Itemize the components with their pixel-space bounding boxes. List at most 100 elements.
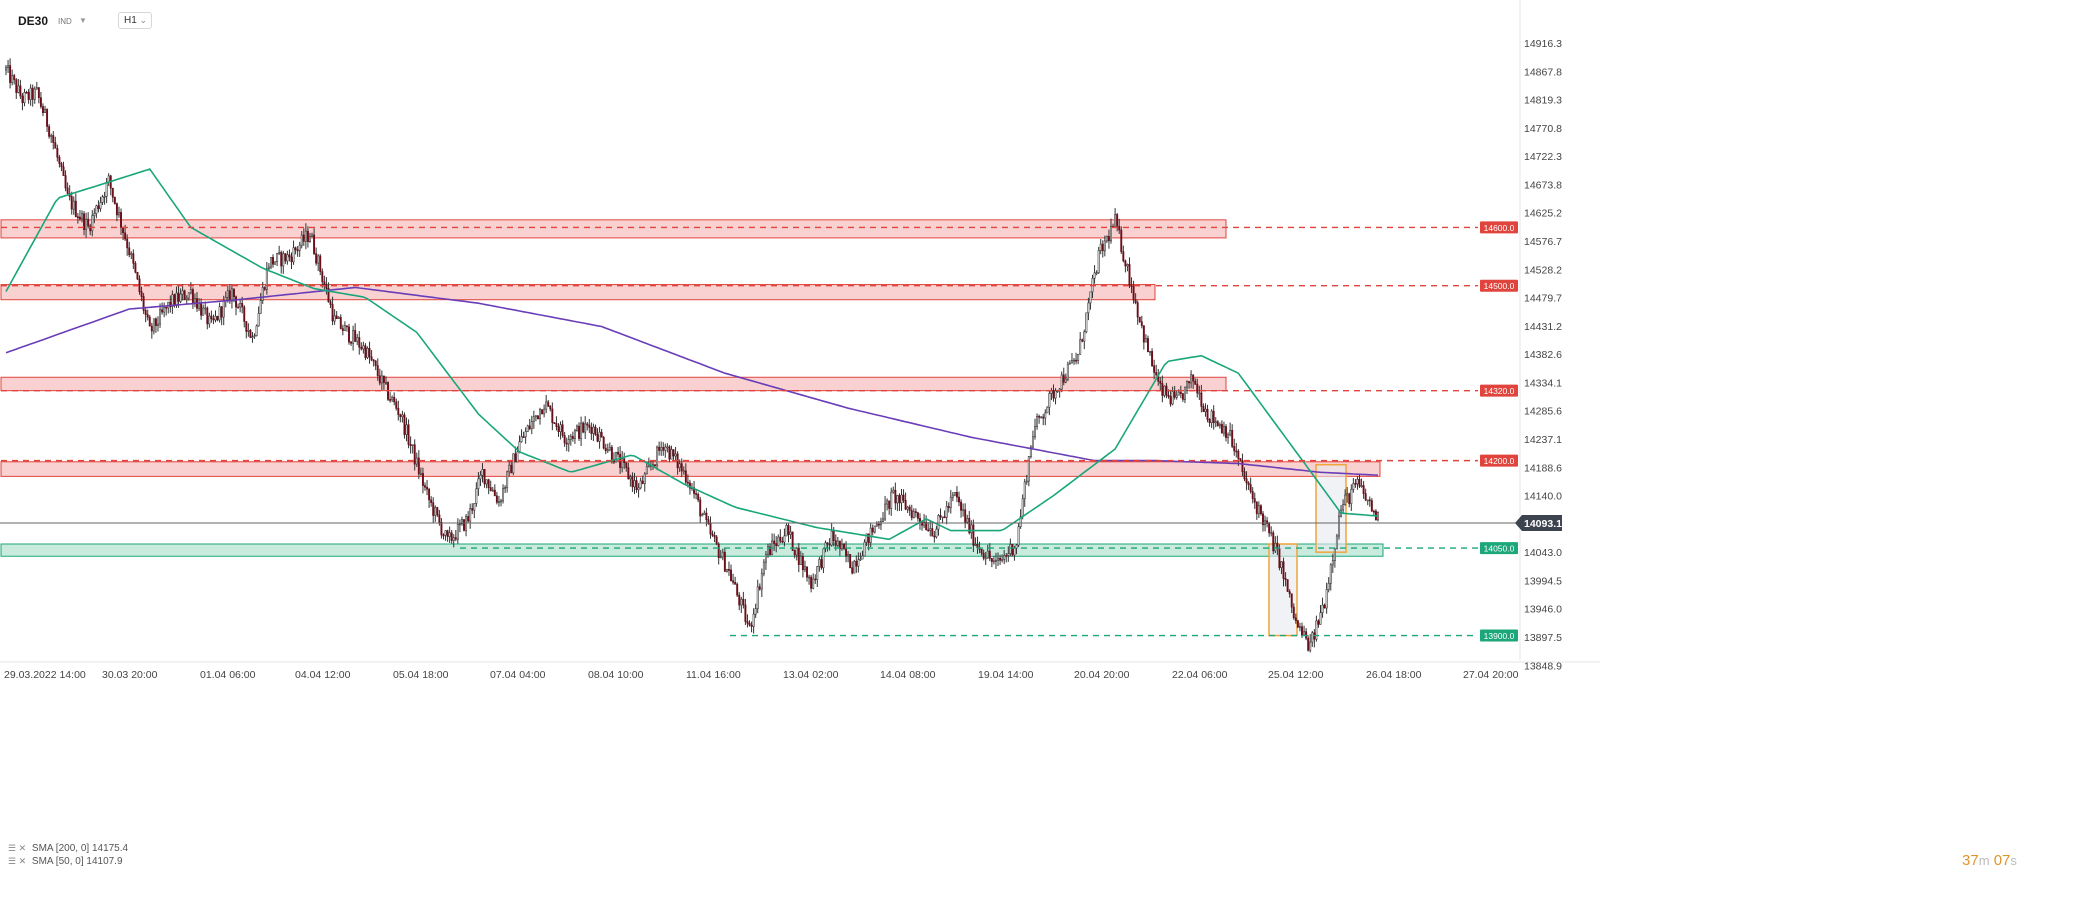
candle-body — [417, 457, 420, 475]
candle-body — [1352, 483, 1355, 490]
y-tick-label: 14916.3 — [1524, 38, 1562, 50]
x-tick-label: 11.04 16:00 — [686, 669, 741, 681]
candle-body — [364, 345, 367, 358]
candle-body — [1329, 564, 1332, 584]
zone-resistance — [0, 376, 1227, 392]
candle-body — [1179, 391, 1182, 394]
candle-body — [1073, 359, 1075, 362]
candle-body — [1370, 500, 1373, 512]
candle-body — [1124, 260, 1127, 267]
candle-body — [405, 424, 408, 435]
candle-body — [1159, 381, 1162, 384]
candle-body — [13, 75, 16, 81]
indicator-settings-icon[interactable]: ☰ ✕ — [8, 843, 27, 853]
candle-body — [988, 550, 991, 559]
candle-body — [87, 218, 90, 227]
candle-body — [974, 544, 977, 546]
symbol-label[interactable]: DE30 — [18, 14, 49, 28]
candle-body — [249, 329, 252, 338]
candle-body — [288, 254, 291, 258]
candle-body — [670, 449, 673, 460]
candle-body — [970, 524, 973, 534]
candle-body — [1019, 516, 1022, 527]
candle-body — [600, 431, 603, 438]
candle-body — [1247, 482, 1250, 485]
candle-body — [1079, 339, 1082, 355]
y-tick-label: 14285.6 — [1524, 406, 1562, 418]
candle-body — [1206, 408, 1209, 420]
candle-body — [173, 294, 176, 307]
candle-body — [407, 424, 410, 445]
countdown-s: s — [2010, 853, 2017, 868]
candle-body — [218, 306, 221, 321]
candle-body — [843, 543, 845, 549]
candle-body — [1064, 378, 1067, 383]
x-tick-label: 27.04 20:00 — [1463, 669, 1519, 681]
candle-body — [23, 91, 26, 104]
candle-body — [1311, 632, 1314, 643]
x-tick-label: 04.04 12:00 — [295, 669, 351, 681]
candle-body — [1155, 372, 1158, 376]
candle-body — [744, 604, 747, 622]
candle-body — [789, 531, 792, 535]
candle-body — [1044, 412, 1047, 419]
candle-body — [840, 543, 843, 550]
candle-body — [682, 470, 685, 473]
candle-body — [999, 557, 1002, 561]
candle-body — [444, 530, 447, 536]
indicator-settings-icon[interactable]: ☰ ✕ — [8, 856, 27, 866]
unit-dropdown-icon[interactable]: ▼ — [79, 16, 87, 25]
candle-body — [265, 268, 268, 290]
candle-body — [666, 446, 669, 449]
candle-body — [1301, 626, 1303, 636]
candle-body — [824, 542, 827, 550]
candle-body — [769, 546, 772, 555]
candle-body — [350, 341, 353, 344]
candle-body — [1120, 229, 1123, 252]
candle-body — [35, 87, 38, 90]
candle-body — [415, 457, 418, 465]
candle-body — [128, 247, 131, 256]
candle-body — [44, 109, 46, 114]
candle-body — [740, 598, 743, 606]
candle-body — [473, 503, 476, 511]
legend-sma200[interactable]: ☰ ✕ SMA [200, 0] 14175.4 — [8, 843, 128, 854]
candle-body — [1167, 394, 1170, 397]
timeframe-select[interactable]: H1 ⌄ — [118, 12, 152, 29]
candle-body — [857, 559, 860, 567]
candle-body — [1243, 471, 1246, 480]
candle-body — [403, 414, 406, 435]
x-tick-label: 19.04 14:00 — [978, 669, 1034, 681]
candle-body — [251, 336, 254, 339]
candle-body — [623, 458, 626, 464]
candle-body — [296, 249, 299, 252]
candle-body — [7, 65, 10, 68]
candle-body — [877, 523, 880, 526]
candle-body — [1325, 589, 1328, 609]
candle-body — [460, 519, 463, 525]
x-tick-label: 07.04 04:00 — [490, 669, 546, 681]
level-tag-label: 14500.0 — [1484, 281, 1515, 291]
candle-body — [306, 230, 309, 243]
candle-body — [863, 541, 866, 557]
candle-body — [202, 307, 205, 316]
candle-body — [910, 510, 913, 519]
candle-body — [50, 135, 53, 137]
legend-sma50[interactable]: ☰ ✕ SMA [50, 0] 14107.9 — [8, 856, 123, 867]
candle-body — [711, 533, 714, 536]
candle-body — [144, 310, 147, 315]
candle-body — [477, 478, 480, 490]
candle-body — [758, 586, 761, 590]
candle-body — [337, 317, 340, 320]
candle-body — [506, 471, 509, 488]
candle-body — [658, 446, 661, 451]
candle-body — [163, 307, 166, 313]
candle-body — [62, 166, 65, 176]
candle-body — [962, 509, 965, 512]
candle-body — [389, 399, 392, 401]
x-tick-label: 20.04 20:00 — [1074, 669, 1130, 681]
candle-body — [1255, 501, 1258, 515]
candle-body — [738, 594, 741, 606]
level-tag — [1480, 384, 1518, 397]
